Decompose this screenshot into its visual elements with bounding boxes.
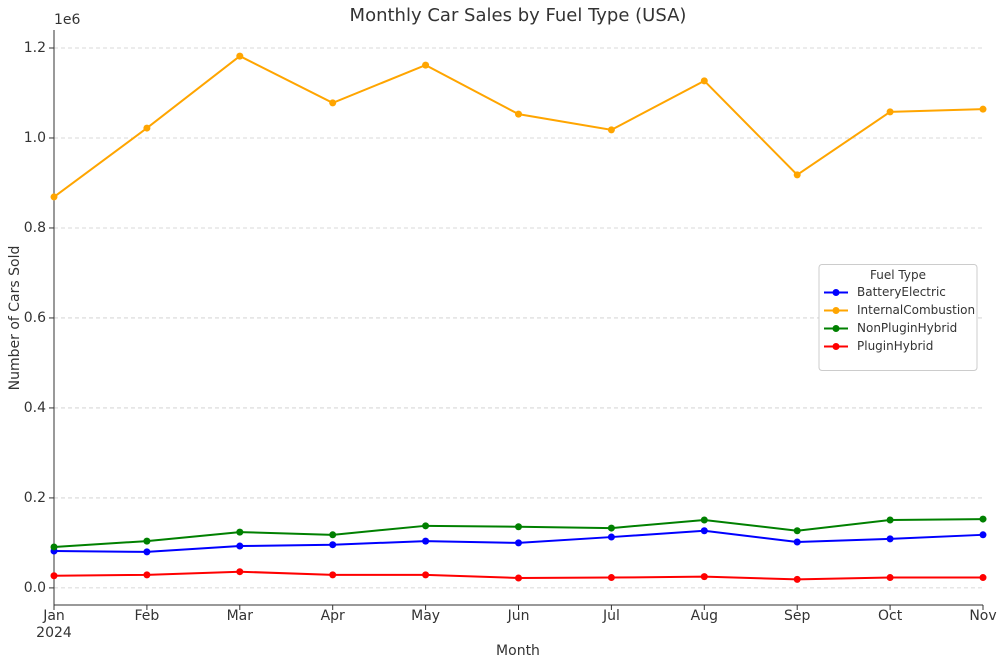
- point: [143, 124, 151, 132]
- point: [979, 574, 987, 582]
- point: [143, 548, 151, 556]
- point: [422, 522, 430, 530]
- point: [700, 527, 708, 535]
- point: [793, 527, 801, 535]
- point: [422, 571, 430, 579]
- y-tick-label: 0.8: [24, 220, 46, 236]
- point: [793, 538, 801, 546]
- y-tick-label: 1.2: [24, 40, 46, 56]
- point: [793, 575, 801, 583]
- x-tick-label: Feb: [135, 608, 160, 624]
- point: [236, 568, 244, 576]
- point: [607, 533, 615, 541]
- y-axis-label: Number of Cars Sold: [7, 246, 23, 391]
- legend-marker: [832, 307, 840, 314]
- point: [886, 516, 894, 524]
- legend-marker: [832, 289, 840, 296]
- point: [607, 574, 615, 582]
- y-tick-label: 0.0: [24, 580, 46, 596]
- point: [607, 126, 615, 134]
- point: [236, 528, 244, 536]
- legend-label: BatteryElectric: [857, 285, 946, 299]
- x-tick-label: Oct: [878, 608, 903, 624]
- y-tick-label: 0.4: [24, 400, 46, 416]
- point: [515, 574, 522, 582]
- legend-label: InternalCombustion: [857, 303, 975, 317]
- legend-label: PluginHybrid: [857, 339, 933, 353]
- x-tick-label: Nov: [969, 608, 996, 624]
- point: [50, 193, 58, 201]
- point: [143, 537, 151, 545]
- point: [793, 171, 801, 179]
- legend-title: Fuel Type: [870, 268, 926, 282]
- y-tick-label: 1.0: [24, 130, 46, 146]
- point: [886, 535, 894, 543]
- point: [50, 543, 58, 551]
- point: [422, 61, 430, 69]
- legend-box: [818, 264, 978, 371]
- point: [886, 574, 894, 582]
- x-tick-label: Aug: [691, 608, 718, 624]
- year-label: 2024: [36, 625, 72, 641]
- y-tick-label: 0.2: [24, 490, 46, 506]
- x-tick-label: Jan: [42, 608, 65, 624]
- point: [700, 516, 708, 524]
- point: [979, 105, 987, 113]
- x-axis-label: Month: [496, 643, 540, 659]
- y-tick-label: 0.6: [24, 310, 46, 326]
- point: [515, 523, 522, 531]
- x-tick-label: Mar: [227, 608, 254, 624]
- chart-title: Monthly Car Sales by Fuel Type (USA): [350, 5, 687, 26]
- point: [236, 542, 244, 550]
- y-offset-label: 1e6: [54, 12, 81, 28]
- x-tick-label: Sep: [784, 608, 811, 624]
- point: [329, 531, 337, 539]
- legend-label: NonPluginHybrid: [857, 321, 957, 335]
- point: [329, 541, 337, 549]
- point: [700, 573, 708, 581]
- point: [329, 99, 337, 107]
- x-tick-label: Jul: [602, 608, 620, 624]
- point: [886, 108, 894, 116]
- point: [236, 52, 244, 60]
- x-tick-label: Jun: [507, 608, 530, 624]
- series-line: [53, 54, 984, 198]
- point: [979, 531, 987, 539]
- point: [515, 539, 522, 547]
- point: [607, 524, 615, 532]
- point: [143, 571, 151, 579]
- point: [422, 537, 430, 545]
- legend-marker: [832, 343, 840, 350]
- legend-marker: [832, 325, 840, 332]
- point: [50, 572, 58, 580]
- point: [515, 110, 522, 118]
- point: [700, 77, 708, 85]
- point: [329, 571, 337, 579]
- x-tick-label: May: [411, 608, 440, 624]
- point: [979, 515, 987, 523]
- x-tick-label: Apr: [321, 608, 345, 624]
